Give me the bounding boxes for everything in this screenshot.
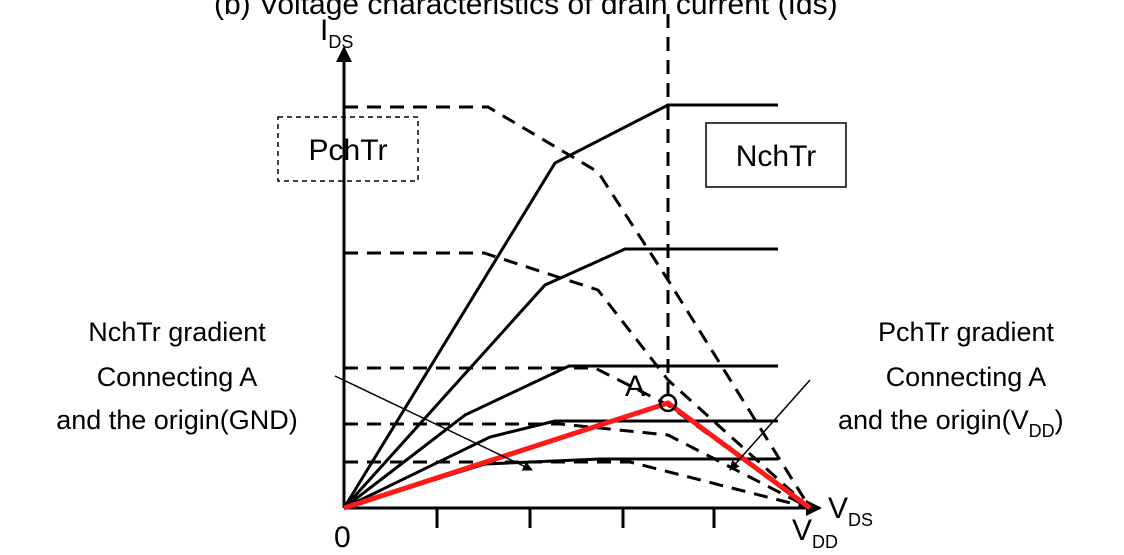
nch-curve — [343, 419, 778, 510]
pch-curve — [344, 460, 811, 510]
pch-gradient-line-1: PchTr gradient — [878, 317, 1055, 347]
y-axis-label: IDS — [320, 14, 353, 52]
pch-box — [277, 116, 419, 182]
point-a-label: A — [625, 370, 645, 403]
nch-curve — [343, 364, 778, 510]
pch-gradient-line-3: and the origin(VDD) — [838, 405, 1064, 441]
nch-annotation-arrow — [334, 375, 533, 471]
pch-box-label: PchTr — [309, 134, 388, 167]
nch-box — [705, 122, 847, 188]
x-axis-label: VDS — [828, 492, 873, 530]
figure-caption: (b) Voltage characteristics of drain cur… — [214, 0, 838, 21]
nch-gradient-line-1: NchTr gradient — [88, 317, 266, 347]
origin-label: 0 — [334, 521, 351, 554]
pch-curve — [344, 422, 811, 510]
pch-curve — [344, 251, 812, 510]
vdd-label: VDD — [792, 514, 838, 552]
pch-gradient-line-2: Connecting A — [886, 362, 1047, 392]
nch-curve — [342, 103, 778, 509]
nch-curve — [342, 247, 778, 510]
pch-annotation-arrow — [729, 379, 811, 471]
pch-curve — [344, 105, 812, 509]
load-line — [343, 400, 812, 511]
nch-gradient-line-3: and the origin(GND) — [56, 405, 298, 435]
nch-box-label: NchTr — [736, 140, 817, 173]
nch-gradient-line-2: Connecting A — [97, 362, 258, 392]
point-a-marker — [658, 393, 678, 413]
